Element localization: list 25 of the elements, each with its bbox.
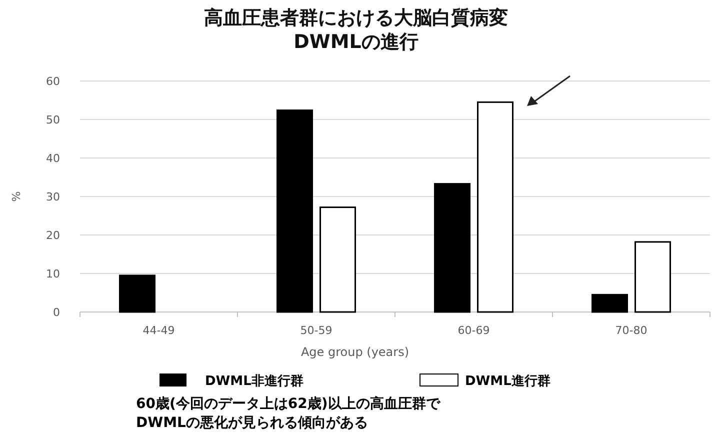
- y-tick-label: 60: [46, 75, 60, 88]
- x-tick-label: 60-69: [458, 324, 490, 337]
- x-tick-label: 50-59: [300, 324, 332, 337]
- y-tick-label: 50: [46, 114, 60, 126]
- chart-title: 高血圧患者群における大脳白質病変 DWMLの進行: [204, 7, 508, 53]
- text: 60歳(今回のデータ上は62歳)以上の高血圧群で: [136, 395, 441, 412]
- bar: [592, 294, 628, 313]
- bar: [119, 274, 156, 313]
- y-axis-title: %: [10, 191, 23, 202]
- legend-label: DWML非進行群: [205, 374, 304, 389]
- bar: [320, 206, 356, 313]
- y-tick-label: 0: [53, 306, 60, 319]
- bar: [276, 110, 313, 313]
- bar: [477, 101, 514, 313]
- bar: [634, 241, 671, 313]
- x-tick-label: 70-80: [615, 324, 648, 337]
- text: DWMLの悪化が見られる傾向がある: [136, 415, 368, 431]
- x-axis-title: Age group (years): [300, 345, 410, 359]
- y-tick-label: 10: [46, 268, 60, 280]
- y-tick-label: 20: [46, 229, 60, 242]
- bar: [434, 183, 470, 313]
- x-tick-label: 44-49: [142, 324, 175, 337]
- legend-label: DWML進行群: [465, 374, 550, 389]
- y-tick-label: 40: [46, 152, 60, 165]
- y-tick-label: 30: [46, 190, 60, 204]
